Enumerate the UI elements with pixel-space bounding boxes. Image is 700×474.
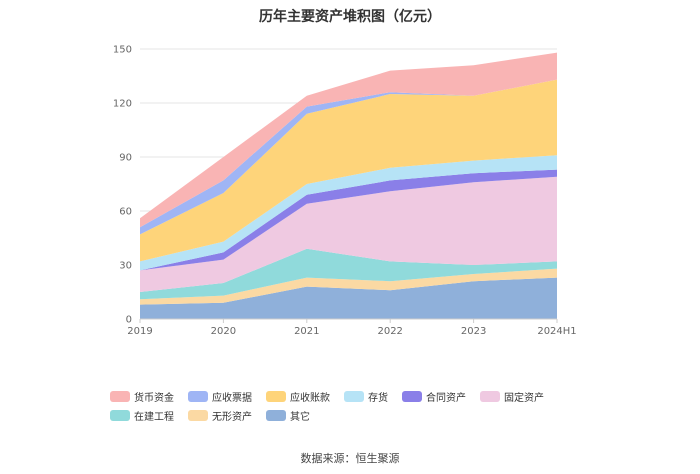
legend-item[interactable]: 固定资产 xyxy=(480,390,544,404)
x-tick-label: 2021 xyxy=(294,326,319,337)
legend-label: 固定资产 xyxy=(504,393,544,404)
area-series-3[interactable] xyxy=(140,176,557,292)
area-layer xyxy=(140,52,557,319)
y-tick-label: 30 xyxy=(119,261,132,272)
x-tick-label: 2023 xyxy=(461,326,486,337)
legend-swatch xyxy=(188,391,208,402)
x-tick-label: 2022 xyxy=(377,326,402,337)
x-tick-label: 2019 xyxy=(127,326,152,337)
legend-label: 无形资产 xyxy=(212,412,252,423)
legend: 货币资金 应收票据 应收账款 存货 合同资产 固定资产在建工程 无形资产 其它 xyxy=(110,390,610,423)
legend-label: 货币资金 xyxy=(134,393,174,404)
x-tick-label: 2024H1 xyxy=(537,326,576,337)
legend-item[interactable]: 应收账款 xyxy=(266,390,330,404)
legend-swatch xyxy=(188,410,208,421)
legend-item[interactable]: 无形资产 xyxy=(188,409,252,423)
legend-label: 在建工程 xyxy=(134,412,174,423)
legend-item[interactable]: 货币资金 xyxy=(110,390,174,404)
area-series-1[interactable] xyxy=(140,268,557,305)
area-series-0[interactable] xyxy=(140,277,557,319)
legend-item[interactable]: 应收票据 xyxy=(188,390,252,404)
area-series-2[interactable] xyxy=(140,248,557,300)
area-series-6[interactable] xyxy=(140,79,557,262)
y-tick-label: 90 xyxy=(119,153,132,164)
legend-label: 应收票据 xyxy=(212,393,252,404)
legend-item[interactable]: 其它 xyxy=(266,409,310,423)
legend-swatch xyxy=(344,391,364,402)
y-tick-label: 60 xyxy=(119,207,132,218)
legend-swatch xyxy=(110,391,130,402)
legend-swatch xyxy=(266,410,286,421)
legend-swatch xyxy=(110,410,130,421)
y-tick-label: 0 xyxy=(126,315,132,326)
legend-label: 应收账款 xyxy=(290,393,330,404)
y-tick-label: 120 xyxy=(113,99,132,110)
x-tick-label: 2020 xyxy=(211,326,236,337)
legend-swatch xyxy=(480,391,500,402)
legend-label: 其它 xyxy=(290,412,310,423)
data-source: 数据来源：恒生聚源 xyxy=(300,452,400,465)
legend-swatch xyxy=(266,391,286,402)
legend-label: 合同资产 xyxy=(426,393,466,404)
legend-swatch xyxy=(402,391,422,402)
legend-item[interactable]: 在建工程 xyxy=(110,409,174,423)
y-tick-label: 150 xyxy=(113,45,132,56)
legend-item[interactable]: 存货 xyxy=(344,390,388,404)
area-series-4[interactable] xyxy=(140,169,557,271)
area-series-8[interactable] xyxy=(140,52,557,228)
axis-layer: 0 30 60 90 120 150 2019 2020 2021 2022 2023 2024H1 xyxy=(113,45,577,338)
chart-title: 历年主要资产堆积图（亿元） xyxy=(259,9,441,25)
legend-label: 存货 xyxy=(368,393,388,404)
area-series-5[interactable] xyxy=(140,155,557,271)
legend-item[interactable]: 合同资产 xyxy=(402,390,466,404)
